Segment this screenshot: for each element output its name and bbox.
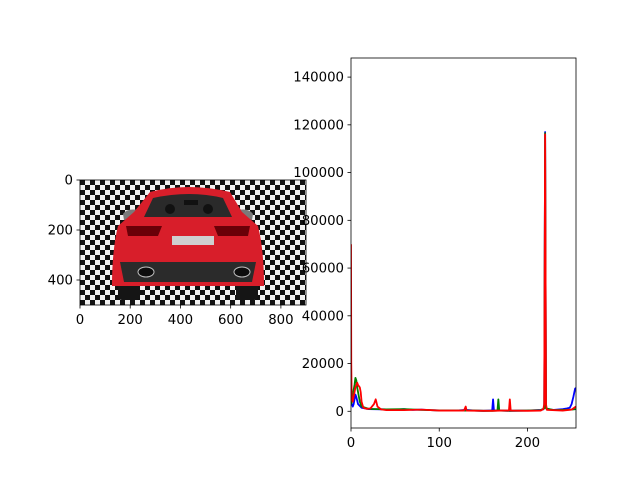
image-x-tick-label: 800 (268, 313, 293, 328)
image-y-tick-label: 200 (48, 224, 73, 239)
histogram-x-tick-label: 200 (515, 436, 540, 451)
image-y-tick-label: 400 (48, 274, 73, 289)
image-y-tick-label: 0 (65, 174, 73, 189)
car-image (80, 180, 306, 305)
histogram-x-tick-label: 0 (347, 436, 355, 451)
histogram-panel: 0 100 200 0 20000 40000 60000 80000 100000 12000… (293, 57, 577, 451)
histogram-series-2 (351, 133, 576, 412)
histogram-lines (351, 131, 576, 412)
image-x-ticks: 0 200 400 600 800 (76, 305, 294, 328)
histogram-y-tick-label: 100000 (293, 166, 344, 181)
image-panel: 0 200 400 600 800 0 200 400 (48, 174, 307, 328)
image-y-ticks: 0 200 400 (48, 174, 80, 289)
histogram-x-tick-label: 100 (427, 436, 452, 451)
histogram-y-ticks: 0 20000 40000 60000 80000 100000 120000 140000 (293, 71, 351, 420)
image-x-tick-label: 0 (76, 313, 84, 328)
histogram-y-tick-label: 60000 (302, 262, 344, 277)
histogram-y-tick-label: 140000 (293, 71, 344, 86)
car-illustration (112, 187, 264, 300)
histogram-x-ticks: 0 100 200 (347, 428, 540, 451)
histogram-y-tick-label: 120000 (293, 118, 344, 133)
image-x-tick-label: 200 (118, 313, 143, 328)
image-x-tick-label: 400 (168, 313, 193, 328)
histogram-y-tick-label: 0 (336, 405, 344, 420)
histogram-y-tick-label: 40000 (302, 309, 344, 324)
histogram-y-tick-label: 80000 (302, 214, 344, 229)
image-x-tick-label: 600 (218, 313, 243, 328)
histogram-y-tick-label: 20000 (302, 357, 344, 372)
